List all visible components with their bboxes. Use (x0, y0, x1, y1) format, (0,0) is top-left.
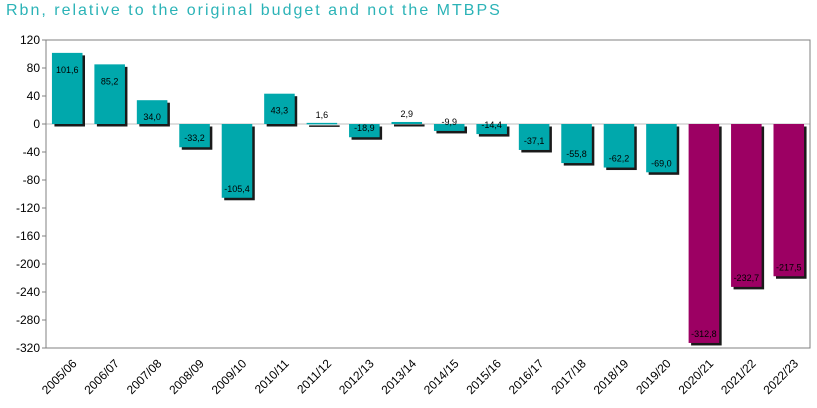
x-tick-label: 2014/15 (421, 356, 462, 397)
data-label: -55,8 (566, 149, 587, 159)
data-label: 1,6 (316, 110, 329, 120)
data-label: -9,9 (441, 117, 457, 127)
bar-2020-21 (688, 124, 720, 343)
y-tick-label: -120 (16, 201, 40, 215)
y-tick-label: -240 (16, 285, 40, 299)
x-tick-label: 2019/20 (633, 356, 674, 397)
x-axis: 2005/06 2006/07 2007/08 2008/09 2009/10 2010/… (39, 356, 801, 397)
data-label: -312,8 (691, 329, 717, 339)
y-tick-label: -320 (16, 341, 40, 355)
y-tick-label: -40 (23, 145, 41, 159)
data-label: -69,0 (651, 158, 672, 168)
data-label: 34,0 (143, 112, 161, 122)
data-label: -62,2 (609, 154, 630, 164)
y-tick-label: 40 (27, 89, 41, 103)
bar-2011-12 (306, 122, 338, 125)
data-label: 43,3 (271, 106, 289, 116)
x-tick-label: 2016/17 (506, 356, 547, 397)
y-tick-label: 0 (33, 117, 40, 131)
x-tick-label: 2010/11 (252, 356, 292, 396)
data-label: -37,1 (524, 136, 545, 146)
data-label: 85,2 (101, 76, 119, 86)
y-tick-label: -160 (16, 229, 40, 243)
data-label: -18,9 (354, 123, 375, 133)
x-tick-label: 2022/23 (761, 356, 802, 397)
bar-2013-14 (391, 121, 423, 124)
data-labels: 101,6 85,2 34,0 -33,2 -105,4 43,3 1,6 -18,9 2,9 -… (56, 65, 802, 339)
x-tick-label: 2021/22 (718, 356, 759, 397)
x-tick-label: 2013/14 (379, 356, 420, 397)
bar-2007-08 (136, 100, 168, 124)
x-tick-label: 2007/08 (124, 356, 165, 397)
bar-2012-13 (349, 124, 380, 138)
bar-shadow (309, 125, 340, 127)
plot-area (45, 39, 811, 349)
y-tick-label: 120 (20, 33, 40, 47)
data-label: 2,9 (401, 109, 414, 119)
x-tick-label: 2011/12 (294, 356, 334, 396)
x-tick-label: 2008/09 (166, 356, 207, 397)
bar-2008-09 (179, 124, 210, 148)
data-label: -105,4 (224, 184, 250, 194)
bar-2016-17 (518, 124, 550, 150)
x-tick-label: 2012/13 (336, 356, 377, 397)
x-tick-label: 2020/21 (676, 356, 717, 397)
y-tick-label: -200 (16, 257, 40, 271)
bar-2021-22 (731, 124, 762, 287)
bar-2005-06 (51, 52, 83, 124)
x-tick-label: 2006/07 (81, 356, 122, 397)
y-tick-label: -280 (16, 313, 40, 327)
bar-2010-11 (264, 93, 295, 124)
bar-2018-19 (603, 124, 635, 168)
bar-2022-23 (773, 124, 805, 277)
chart-title: Rbn, relative to the original budget and… (6, 2, 502, 19)
y-tick-label: -80 (23, 173, 41, 187)
data-label: -232,7 (734, 273, 760, 283)
y-axis: 120 80 40 0 -40 -80 -120 -160 -200 -240 -280 -320 (16, 33, 46, 355)
x-tick-label: 2017/18 (548, 356, 589, 397)
bar-2009-10 (221, 124, 253, 198)
bar-2017-18 (561, 124, 592, 164)
x-tick-label: 2018/19 (591, 356, 632, 397)
bar-2014-15 (433, 124, 465, 131)
x-tick-label: 2015/16 (463, 356, 504, 397)
bar-series (51, 52, 807, 346)
bar-2015-16 (476, 124, 507, 135)
data-label: 101,6 (56, 65, 79, 75)
bar-shadow (393, 124, 425, 127)
x-tick-label: 2005/06 (39, 356, 80, 397)
x-tick-label: 2009/10 (209, 356, 250, 397)
data-label: -217,5 (776, 262, 802, 272)
data-label: -33,2 (184, 133, 205, 143)
data-label: -14,4 (481, 120, 502, 130)
bar-2006-07 (94, 64, 125, 124)
bar-2019-20 (646, 124, 677, 173)
y-tick-label: 80 (27, 61, 41, 75)
